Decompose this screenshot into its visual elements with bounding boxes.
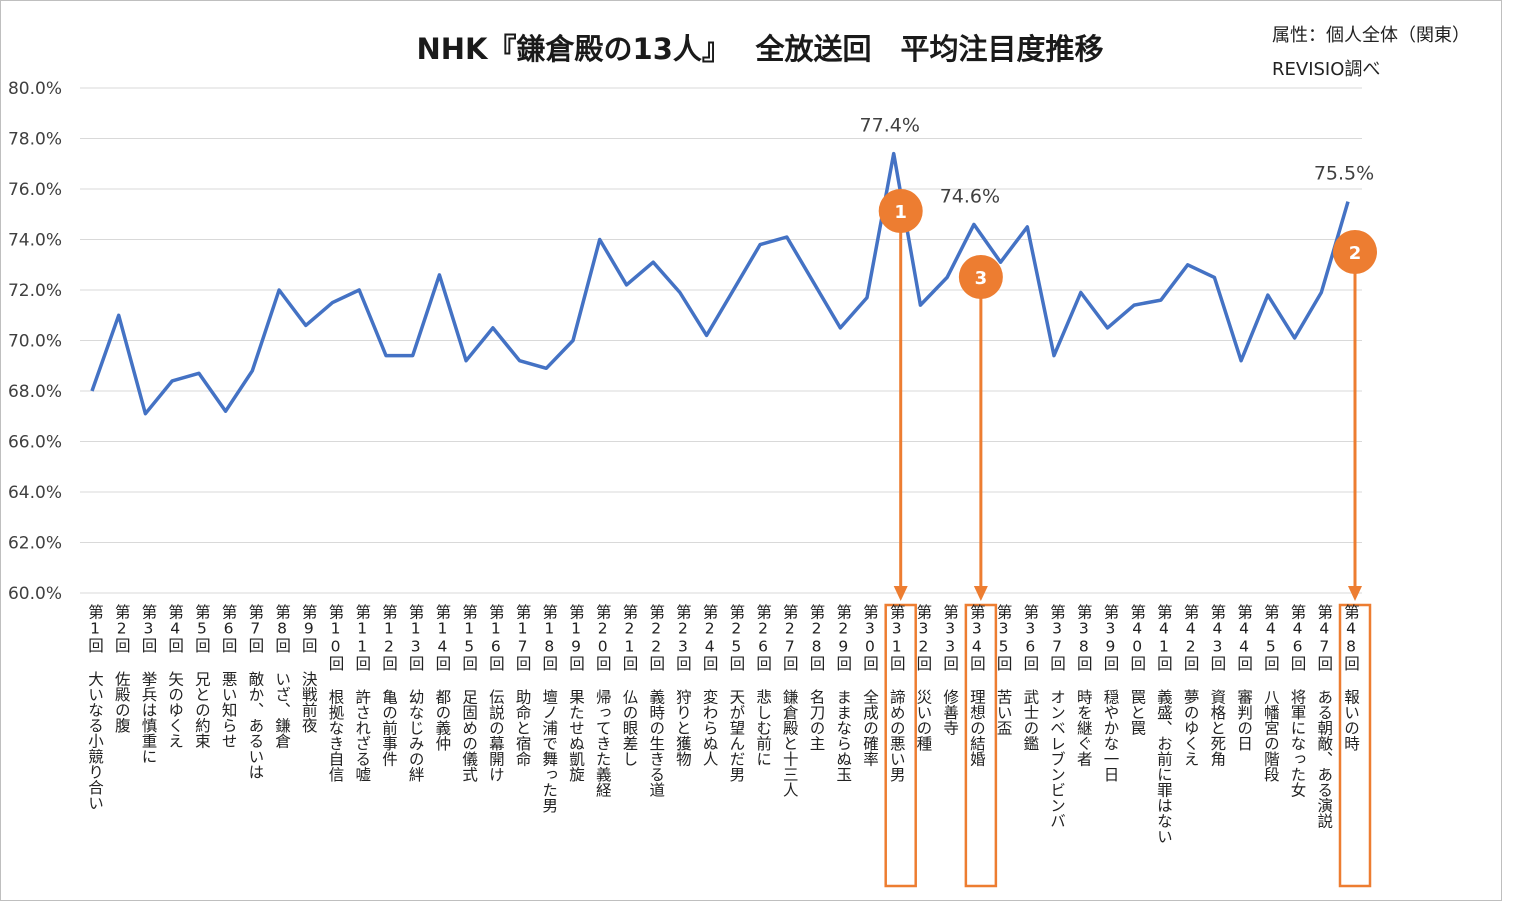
- x-category-label: 第16回 伝説の幕開け: [486, 604, 505, 782]
- x-category-label: 第33回 修善寺: [941, 604, 960, 736]
- x-category-label: 第42回 夢のゆくえ: [1181, 604, 1200, 767]
- x-category-label: 第10回 根拠なき自信: [326, 604, 345, 782]
- x-category-label: 第20回 帰ってきた義経: [593, 604, 612, 798]
- x-category-label: 第43回 資格と死角: [1208, 604, 1227, 767]
- marker-number: 3: [975, 268, 988, 289]
- x-category-label: 第22回 義時の生きる道: [647, 604, 666, 798]
- x-category-label: 第27回 鎌倉殿と十三人: [780, 604, 799, 798]
- x-category-label: 第4回 矢のゆくえ: [166, 604, 185, 749]
- marker-number: 2: [1349, 243, 1362, 264]
- x-category-label: 第12回 亀の前事件: [379, 604, 398, 767]
- x-category-label: 第21回 仏の眼差し: [620, 604, 639, 767]
- x-category-label: 第5回 兄との約束: [192, 604, 211, 749]
- y-tick-label: 64.0%: [8, 483, 62, 503]
- x-category-label: 第29回 ままならぬ玉: [834, 604, 853, 782]
- x-category-label: 第17回 助命と宿命: [513, 604, 532, 767]
- x-category-label: 第2回 佐殿の腹: [112, 604, 131, 733]
- marker-circle: [878, 189, 923, 233]
- x-category-label: 第30回 全成の確率: [860, 604, 879, 767]
- x-category-label: 第44回 審判の日: [1235, 604, 1254, 751]
- y-tick-label: 80.0%: [8, 79, 62, 99]
- data-points: [90, 151, 1351, 416]
- arrow-head: [1348, 586, 1362, 601]
- x-category-label: 第19回 果たせぬ凱旋: [567, 604, 586, 782]
- x-category-label: 第25回 天が望んだ男: [727, 604, 746, 782]
- y-tick-label: 62.0%: [8, 534, 62, 554]
- x-category-label: 第13回 幼なじみの絆: [406, 604, 425, 782]
- y-axis: 60.0% 62.0% 64.0% 66.0% 68.0% 70.0% 72.0% 74.0%…: [8, 79, 62, 604]
- x-category-label: 第6回 悪い知らせ: [219, 604, 238, 749]
- series-line: [90, 151, 1350, 416]
- x-category-label: 第35回 苦い盃: [994, 604, 1013, 736]
- arrow-head: [893, 586, 908, 601]
- data-label: 75.5%: [1314, 163, 1374, 185]
- y-tick-label: 72.0%: [8, 281, 62, 301]
- x-category-label: 第40回 罠と罠: [1128, 604, 1147, 736]
- x-category-label: 第34回 理想の結婚: [967, 604, 986, 767]
- x-category-label: 第37回 オンベレブンビンバ: [1048, 604, 1067, 829]
- x-category-label: 第15回 足固めの儀式: [460, 604, 479, 782]
- annotations: 1 2 3: [878, 189, 1377, 888]
- x-category-label: 第41回 義盛、お前に罪はない: [1154, 604, 1173, 844]
- x-category-label: 第47回 ある朝敵、ある演説: [1315, 604, 1334, 829]
- y-tick-label: 74.0%: [8, 231, 62, 251]
- x-category-label: 第23回 狩りと獲物: [673, 604, 692, 767]
- x-category-label: 第48回 報いの時: [1342, 604, 1360, 751]
- arrow-head: [973, 586, 988, 601]
- x-category-label: 第32回 災いの種: [914, 604, 933, 751]
- x-category-label: 第26回 悲しむ前に: [754, 604, 773, 767]
- marker-circle: [958, 255, 1003, 299]
- x-category-label: 第28回 名刀の主: [807, 604, 826, 751]
- y-tick-label: 60.0%: [8, 584, 62, 604]
- y-tick-label: 68.0%: [8, 382, 62, 402]
- x-category-label: 第18回 壇ノ浦で舞った男: [540, 604, 559, 813]
- attribute-note: 属性：個人全体（関東）: [1272, 25, 1470, 46]
- y-tick-label: 76.0%: [8, 180, 62, 200]
- y-tick-label: 78.0%: [8, 130, 62, 150]
- highlight-box: [1338, 603, 1372, 888]
- x-category-label: 第39回 穏やかな一日: [1101, 604, 1120, 782]
- x-category-label: 第9回 決戦前夜: [299, 604, 318, 733]
- marker-number: 1: [894, 202, 907, 223]
- data-labels: 77.4% 74.6% 75.5%: [860, 115, 1375, 208]
- x-category-label: 第3回 挙兵は慎重に: [139, 604, 158, 764]
- x-category-label: 第24回 変わらぬ人: [700, 604, 719, 767]
- x-category-label: 第36回 武士の鑑: [1021, 604, 1040, 751]
- highlight-box: [884, 603, 917, 888]
- data-label: 77.4%: [860, 115, 920, 137]
- source-note: REVISIO調べ: [1272, 59, 1381, 80]
- marker-circle: [1333, 230, 1377, 274]
- x-category-label: 第46回 将軍になった女: [1288, 604, 1307, 798]
- highlight-box: [964, 603, 998, 888]
- x-category-label: 第8回 いざ、鎌倉: [273, 604, 292, 749]
- x-category-label: 第38回 時を継ぐ者: [1074, 604, 1093, 767]
- x-category-label: 第11回 許されざる嘘: [353, 604, 372, 782]
- chart-title: NHK『鎌倉殿の13人』 全放送回 平均注目度推移: [416, 32, 1104, 66]
- gridlines: [80, 87, 1362, 594]
- x-category-label: 第1回 大いなる小競り合い: [86, 604, 104, 811]
- x-category-label: 第14回 都の義仲: [433, 604, 452, 751]
- y-tick-label: 66.0%: [8, 433, 62, 453]
- x-category-label: 第45回 八幡宮の階段: [1261, 604, 1280, 782]
- x-category-label: 第31回 諦めの悪い男: [887, 604, 906, 782]
- data-label: 74.6%: [940, 185, 1000, 207]
- x-category-label: 第7回 敵か、あるいは: [246, 604, 265, 780]
- y-tick-label: 70.0%: [8, 332, 62, 352]
